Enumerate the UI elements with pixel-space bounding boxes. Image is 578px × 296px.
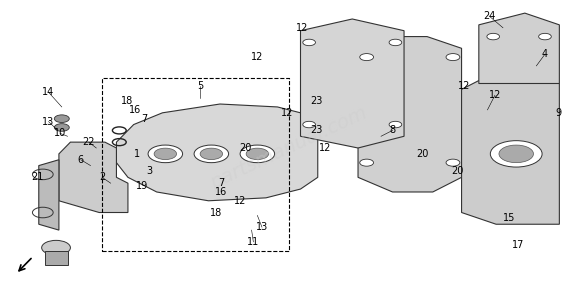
Text: 20: 20 <box>416 149 429 159</box>
Text: partsmanual.com: partsmanual.com <box>208 103 370 193</box>
Text: 22: 22 <box>83 137 95 147</box>
Circle shape <box>200 148 223 160</box>
Circle shape <box>303 39 316 46</box>
Circle shape <box>148 145 183 163</box>
Text: 4: 4 <box>542 49 548 59</box>
Bar <box>45 251 68 265</box>
Text: 7: 7 <box>141 114 147 124</box>
Circle shape <box>303 121 316 128</box>
Circle shape <box>154 148 176 160</box>
Circle shape <box>487 33 499 40</box>
Text: 11: 11 <box>247 237 260 247</box>
Text: 12: 12 <box>458 81 470 91</box>
Circle shape <box>446 54 460 61</box>
Text: 1: 1 <box>134 149 140 159</box>
Text: 21: 21 <box>31 172 43 182</box>
Text: 3: 3 <box>147 166 153 176</box>
Text: 19: 19 <box>136 181 149 191</box>
Text: 8: 8 <box>390 126 395 135</box>
Polygon shape <box>39 160 59 230</box>
Text: 15: 15 <box>502 213 515 223</box>
Text: 18: 18 <box>210 207 222 218</box>
Circle shape <box>194 145 229 163</box>
Text: 2: 2 <box>99 172 105 182</box>
Text: 17: 17 <box>512 240 524 250</box>
Text: 6: 6 <box>77 155 84 165</box>
Text: 23: 23 <box>310 96 323 106</box>
Text: 10: 10 <box>54 128 66 138</box>
Text: 16: 16 <box>129 105 141 115</box>
Circle shape <box>446 159 460 166</box>
Text: 16: 16 <box>215 187 227 197</box>
Text: 12: 12 <box>318 143 331 153</box>
Circle shape <box>246 148 269 160</box>
Text: 13: 13 <box>256 222 268 232</box>
Text: 14: 14 <box>42 87 55 97</box>
Circle shape <box>54 115 69 123</box>
Text: 23: 23 <box>310 126 323 135</box>
Circle shape <box>42 240 71 255</box>
Circle shape <box>389 39 402 46</box>
Circle shape <box>360 54 373 61</box>
Text: 12: 12 <box>234 196 246 206</box>
Text: 12: 12 <box>251 52 264 62</box>
Polygon shape <box>479 13 560 83</box>
Text: 20: 20 <box>240 143 252 153</box>
Text: 12: 12 <box>281 108 294 118</box>
Text: 13: 13 <box>42 117 55 127</box>
Text: 12: 12 <box>489 90 501 100</box>
Text: 9: 9 <box>555 108 561 118</box>
Circle shape <box>360 159 373 166</box>
Circle shape <box>539 33 551 40</box>
Polygon shape <box>116 104 318 201</box>
Text: 18: 18 <box>121 96 133 106</box>
Polygon shape <box>462 72 560 224</box>
Polygon shape <box>301 19 404 148</box>
Text: 7: 7 <box>218 178 225 188</box>
Text: 20: 20 <box>451 166 463 176</box>
Circle shape <box>499 145 533 163</box>
Circle shape <box>490 141 542 167</box>
Polygon shape <box>358 37 462 192</box>
Text: 24: 24 <box>483 11 495 21</box>
Text: 12: 12 <box>295 23 308 33</box>
Circle shape <box>389 121 402 128</box>
Circle shape <box>54 124 69 131</box>
Text: 5: 5 <box>197 81 203 91</box>
Polygon shape <box>59 142 128 213</box>
Circle shape <box>240 145 275 163</box>
